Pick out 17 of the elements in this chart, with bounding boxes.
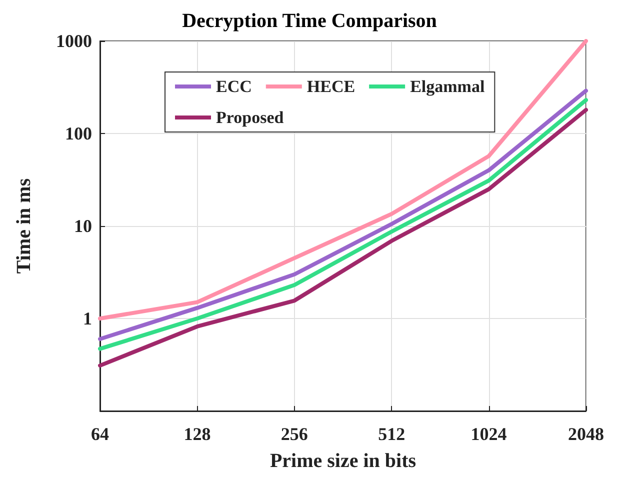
y-tick-label: 10 [74, 216, 92, 236]
legend-label: HECE [306, 77, 356, 96]
legend-label: ECC [216, 77, 252, 96]
y-tick-label: 100 [65, 124, 92, 144]
y-tick-label: 1 [83, 308, 92, 328]
legend-label: Proposed [216, 108, 284, 127]
chart-title: Decryption Time Comparison [182, 10, 437, 32]
x-tick-label: 512 [378, 424, 406, 444]
x-tick-label: 64 [91, 424, 109, 444]
legend-label: Elgammal [410, 77, 485, 96]
x-tick-label: 256 [280, 424, 308, 444]
x-tick-label: 128 [184, 424, 211, 444]
x-tick-label: 1024 [470, 424, 507, 444]
y-tick-label: 1000 [56, 31, 92, 51]
y-axis-title: Time in ms [13, 178, 35, 274]
x-tick-label: 2048 [568, 424, 604, 444]
x-axis-title: Prime size in bits [270, 450, 416, 472]
